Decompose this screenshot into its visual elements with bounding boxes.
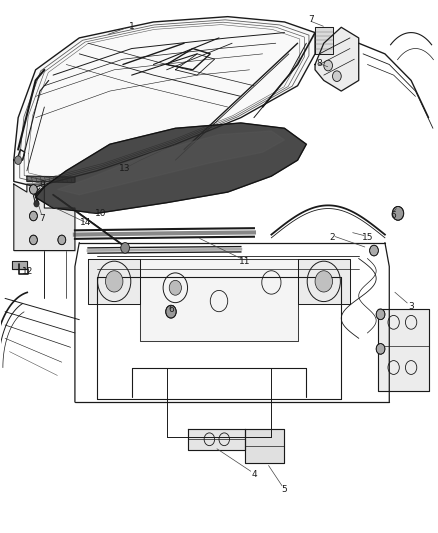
- Polygon shape: [88, 259, 141, 304]
- Circle shape: [58, 235, 66, 245]
- Circle shape: [376, 344, 385, 354]
- Circle shape: [392, 206, 404, 220]
- Circle shape: [34, 200, 39, 207]
- Polygon shape: [57, 131, 285, 195]
- Polygon shape: [378, 309, 428, 391]
- Polygon shape: [245, 429, 285, 463]
- Polygon shape: [14, 184, 75, 251]
- Circle shape: [169, 280, 181, 295]
- Text: 4: 4: [251, 471, 257, 479]
- Polygon shape: [27, 176, 75, 182]
- Text: 2: 2: [330, 233, 336, 242]
- Circle shape: [29, 235, 37, 245]
- Polygon shape: [315, 27, 359, 91]
- Circle shape: [332, 71, 341, 82]
- Text: 1: 1: [129, 22, 134, 31]
- Circle shape: [29, 184, 37, 194]
- Text: 15: 15: [362, 233, 373, 242]
- Circle shape: [14, 156, 21, 165]
- Polygon shape: [14, 17, 315, 187]
- Circle shape: [166, 305, 176, 318]
- Text: 6: 6: [168, 304, 174, 313]
- Circle shape: [370, 245, 378, 256]
- Polygon shape: [188, 429, 245, 450]
- Polygon shape: [297, 259, 350, 304]
- Circle shape: [376, 309, 385, 320]
- Text: 8: 8: [317, 59, 322, 68]
- Text: 12: 12: [22, 268, 33, 276]
- Circle shape: [121, 243, 130, 253]
- Circle shape: [29, 211, 37, 221]
- Text: 13: 13: [120, 164, 131, 173]
- Text: 7: 7: [308, 15, 314, 24]
- Polygon shape: [12, 261, 27, 269]
- Text: 10: 10: [95, 209, 107, 218]
- Text: 5: 5: [282, 485, 287, 494]
- Text: 11: 11: [240, 257, 251, 265]
- Polygon shape: [141, 259, 297, 341]
- Polygon shape: [315, 27, 332, 54]
- Text: 6: 6: [391, 212, 396, 221]
- Text: 7: 7: [39, 214, 45, 223]
- Polygon shape: [35, 123, 306, 213]
- Circle shape: [315, 271, 332, 292]
- Text: 14: 14: [80, 219, 92, 228]
- Text: 9: 9: [39, 180, 45, 189]
- Text: 3: 3: [408, 302, 414, 311]
- Circle shape: [106, 271, 123, 292]
- Circle shape: [324, 60, 332, 71]
